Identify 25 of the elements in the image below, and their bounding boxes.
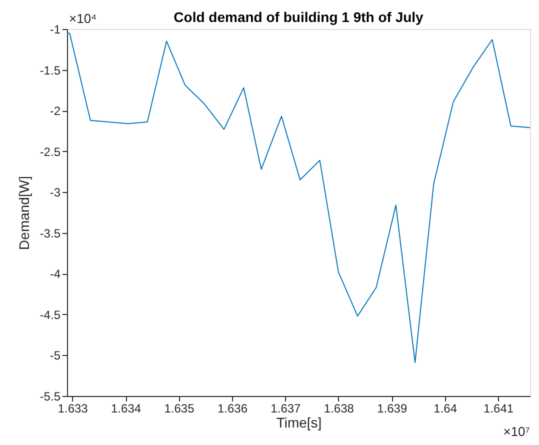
y-tick-label: -1 [50, 22, 61, 36]
x-tick-label: 1.633 [58, 402, 88, 416]
x-tick-label: 1.634 [111, 402, 142, 416]
x-tick-label: 1.641 [484, 402, 514, 416]
y-tick-label: -3 [50, 186, 61, 200]
x-tick-label: 1.636 [217, 402, 248, 416]
y-tick-label: -4 [50, 267, 61, 282]
x-tick-label: 1.637 [270, 402, 302, 416]
text: ×10⁴ [69, 11, 97, 26]
y-tick-label: -5.5 [40, 390, 61, 404]
x-tick-label: 1.64 [434, 402, 458, 416]
x-tick-label: 1.639 [377, 402, 408, 416]
y-tick-label: -3.5 [40, 226, 61, 240]
y-tick-label: -5 [50, 348, 61, 363]
x-tick-label: 1.638 [324, 402, 354, 416]
line-series [66, 32, 530, 364]
y-tick-label: -4.5 [40, 308, 61, 322]
y-tick-label: -1.5 [40, 63, 61, 78]
x-tick-label: 1.635 [164, 402, 195, 416]
chart-title: Cold demand of building 1 9th of July [174, 9, 424, 25]
text: ×10⁷ [503, 424, 530, 439]
y-axis-title: Demand[W] [16, 176, 32, 250]
y-tick-label: -2.5 [40, 144, 61, 159]
x-axis-title: Time[s] [276, 414, 322, 430]
y-tick-label: -2 [50, 104, 61, 118]
